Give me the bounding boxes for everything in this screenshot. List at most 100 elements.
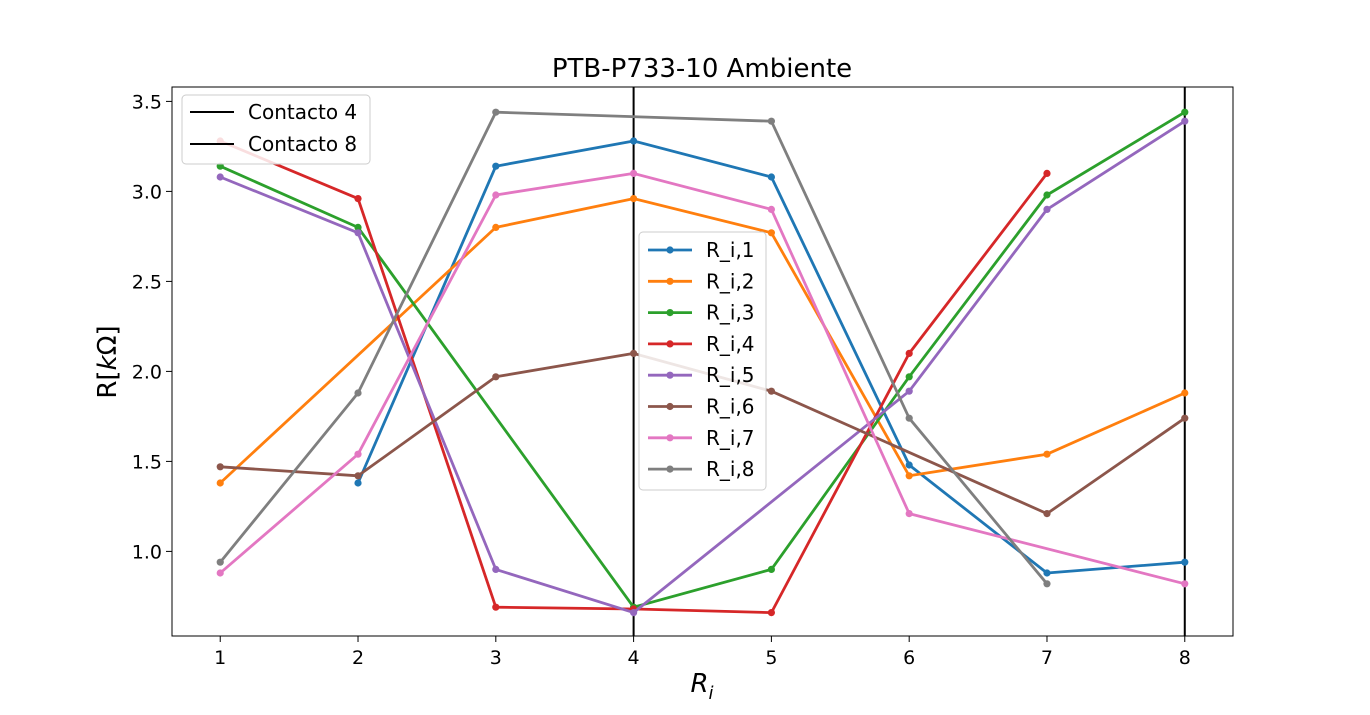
series-5-point [492,565,500,574]
x-axis: 1 2 3 4 5 6 7 8 [214,636,1191,669]
series-2-point [1181,389,1189,397]
series-8-point [354,389,362,397]
series-1-point [1181,558,1189,566]
series-5-point [216,173,224,181]
series-6-point [1043,509,1051,518]
series-8-point [767,117,775,125]
x-tick-label: 8 [1179,647,1191,669]
x-tick-label: 3 [490,647,502,669]
series-line-8 [219,110,1049,585]
y-tick-label: 3.0 [132,181,162,203]
legend-series-marker [666,309,674,317]
series-8-point [905,414,913,422]
series-8-point [216,558,224,566]
legend-contact-label: Contacto 4 [248,100,357,124]
plot-frame [171,86,1234,637]
y-tick-label: 2.5 [132,271,162,293]
legend-contact-label: Contacto 8 [248,132,357,156]
legend-series-marker [666,277,674,285]
legend-contacts: Contacto 4 Contacto 8 [181,94,371,165]
series-3-point [1043,191,1051,199]
chart-title: PTB-P733-10 Ambiente [552,54,852,84]
series-2-point [216,479,224,487]
legend-series-marker [666,371,674,379]
series-1-point [492,162,500,170]
series-6-point [216,463,224,471]
series-2-point [767,229,775,237]
series-6-point [767,387,775,395]
series-7-point [1181,580,1189,588]
y-axis: 1.0 1.5 2.0 2.5 3.0 3.5 [132,91,172,563]
series-4-point [905,349,913,357]
legend-series-label: R_i,6 [706,395,755,419]
series-2-point [905,472,913,480]
y-axis-label-suffix: Ω] [93,325,123,355]
legend-series-label: R_i,8 [706,457,755,481]
legend-series-label: R_i,5 [706,363,755,387]
series-4-point [492,603,500,611]
series-8-point [492,108,500,116]
x-tick-label: 1 [214,647,226,669]
series-3-point [905,373,913,381]
legend-series-marker [666,434,674,442]
series-5-point [354,229,362,237]
y-axis-label-k: k [93,354,123,370]
series-3-point [354,223,362,231]
series-7-point [630,169,638,177]
x-axis-label: Ri [690,669,713,704]
legend-series-label: R_i,3 [706,301,755,325]
legend-series-label: R_i,1 [706,238,755,262]
legend-series-label: R_i,7 [706,426,755,450]
series-8-point [1043,580,1051,588]
series-1-point [767,173,775,181]
series-5-point [905,387,913,395]
x-tick-label: 2 [352,647,364,669]
series-6-point [492,373,500,381]
legend-series-label: R_i,4 [706,332,755,356]
series-2-point [630,195,638,203]
series-4-point [354,195,362,203]
series-6-point [1181,414,1189,422]
series-6-point [630,349,638,357]
series-4-point [1043,169,1051,177]
legend-series-marker [666,246,674,254]
series-7-point [354,450,362,458]
series-lines [216,108,1189,617]
y-tick-label: 3.5 [132,91,162,113]
y-tick-label: 2.0 [132,361,162,383]
legend-series-box [638,231,767,491]
y-axis-label-prefix: R[ [93,370,123,398]
series-7-point [216,569,224,577]
x-tick-label: 5 [765,647,777,669]
series-7-point [905,509,913,518]
x-axis-label-main: R [690,669,708,699]
series-5-point [1181,117,1189,125]
series-3-point [1181,108,1189,116]
x-axis-label-subscript: i [709,683,714,704]
series-1-point [354,479,362,487]
series-6-point [354,472,362,480]
y-tick-label: 1.5 [132,451,162,473]
series-1-point [1043,569,1051,577]
x-tick-label: 7 [1041,647,1053,669]
series-1-point [630,137,638,145]
series-5-point [630,609,638,617]
x-tick-label: 4 [628,647,640,669]
series-5-point [1043,205,1051,213]
legend-series: R_i,1 R_i,2 R_i,3 R_i,4 R_i,5 R_i,6 R_i,7 R_i,8 [638,231,767,491]
x-tick-label: 6 [903,647,915,669]
y-tick-label: 1.0 [132,541,162,563]
series-7-point [492,191,500,199]
series-1-point [905,461,913,469]
y-axis-label: R[kΩ] [93,325,123,398]
series-2-point [492,223,500,231]
legend-series-marker [666,340,674,348]
legend-series-label: R_i,2 [706,269,755,293]
legend-series-marker [666,402,674,411]
legend-series-marker [666,465,674,473]
series-4-point [767,609,775,617]
series-2-point [1043,450,1051,458]
series-3-point [767,565,775,574]
series-7-point [767,205,775,213]
